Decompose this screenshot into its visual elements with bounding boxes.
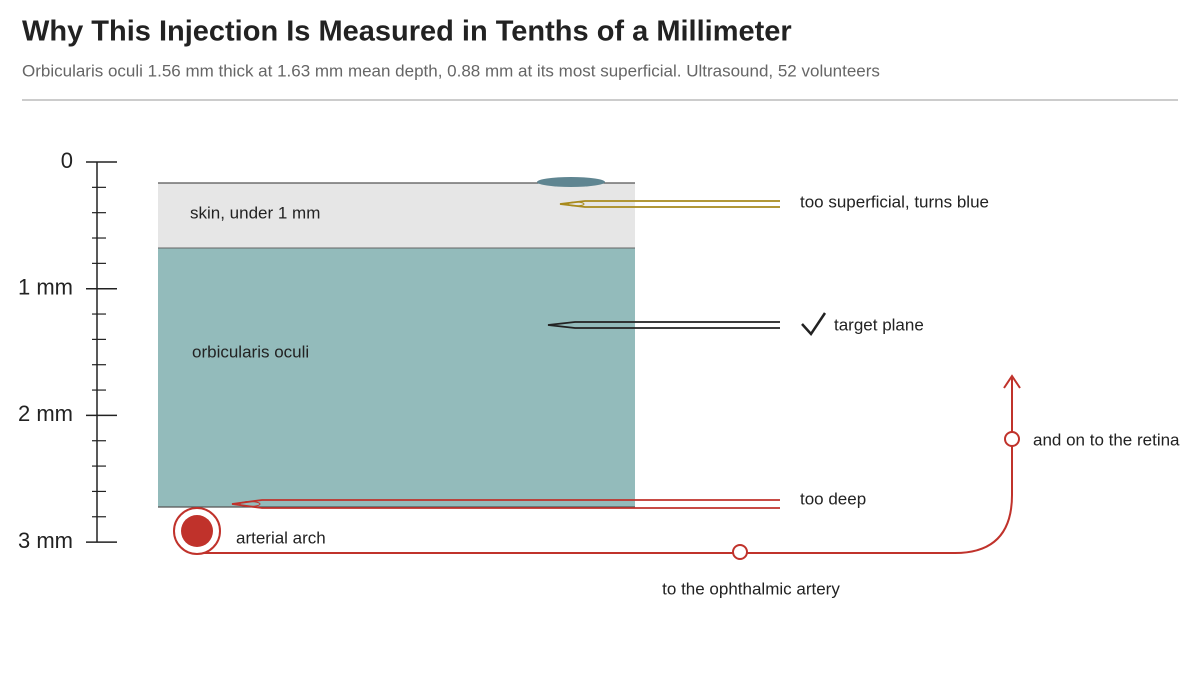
needle-superficial: [559, 200, 780, 208]
artery-label: arterial arch: [236, 528, 326, 547]
ruler: 0 1 mm 2 mm 3 mm: [18, 148, 117, 553]
needle-label: too deep: [800, 489, 866, 508]
depth-label: 2 mm: [18, 401, 73, 426]
depth-label: 1 mm: [18, 275, 73, 300]
artery-label: and on to the retina: [1033, 430, 1180, 449]
bruise: [537, 177, 605, 187]
depth-label: 3 mm: [18, 528, 73, 553]
skin-label: skin, under 1 mm: [190, 203, 320, 222]
muscle-label: orbicularis oculi: [192, 342, 309, 361]
needle-label: too superficial, turns blue: [800, 192, 989, 211]
artery-label: to the ophthalmic artery: [662, 579, 840, 598]
artery: [173, 374, 1021, 560]
depth-label: 0: [61, 148, 73, 173]
needle-deep: [231, 499, 780, 509]
subtitle: Orbicularis oculi 1.56 mm thick at 1.63 …: [22, 61, 880, 80]
title: Why This Injection Is Measured in Tenths…: [22, 16, 792, 48]
needle-target: [547, 321, 780, 329]
checkmark: [801, 312, 827, 337]
skin-layer: [158, 183, 635, 248]
muscle-layer: [158, 248, 635, 507]
needle-label: target plane: [834, 315, 924, 334]
